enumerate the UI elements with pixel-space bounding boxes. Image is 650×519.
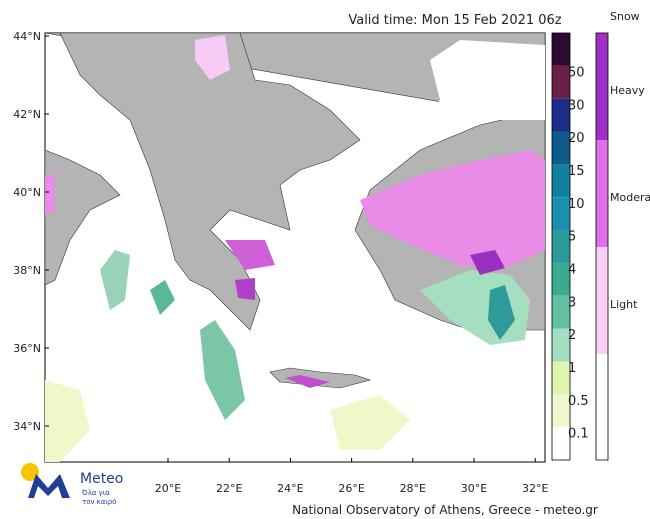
title: Valid time: Mon 15 Feb 2021 06z [348, 13, 561, 28]
lat-label: 44°N [13, 30, 41, 43]
rain-label: 10 [568, 197, 585, 212]
rain-segment [552, 164, 570, 198]
rain-segment [552, 328, 570, 362]
lat-label: 42°N [13, 108, 41, 121]
rain-segment [552, 361, 570, 395]
rain-label: 5 [568, 230, 576, 245]
lon-labels: 20°E 22°E 24°E 26°E 28°E 30°E 32°E [155, 458, 548, 495]
rain-segment [552, 33, 570, 66]
lon-label: 30°E [461, 482, 487, 495]
lon-label: 32°E [522, 482, 548, 495]
lon-label: 20°E [155, 482, 181, 495]
snow-bar-frame [595, 32, 609, 461]
rain-segment [552, 65, 570, 99]
snow-title: Snow [610, 10, 640, 23]
lon-label: 24°E [277, 482, 303, 495]
rain-segment [552, 230, 570, 263]
logo-sun [21, 463, 39, 481]
lon-label: 26°E [338, 482, 364, 495]
rain-scale: 50 30 20 15 10 5 4 3 2 1 0.5 0.1 [551, 32, 589, 461]
rain-segment [552, 197, 570, 231]
rain-bar-frame [551, 32, 571, 461]
rain-segment [552, 262, 570, 296]
rain-segment [552, 394, 570, 428]
rain-segment [552, 131, 570, 165]
rain-label: 2 [568, 328, 576, 343]
rain-label: 0.5 [568, 394, 589, 409]
lat-labels: 44°N 42°N 40°N 38°N 36°N 34°N [13, 30, 49, 433]
footer-credit: National Observatory of Athens, Greece -… [292, 503, 598, 517]
lat-label: 34°N [13, 420, 41, 433]
rain-label: 50 [568, 65, 585, 80]
rain-label: 4 [568, 262, 576, 277]
snow-light [596, 247, 608, 354]
snow-heavy [596, 33, 608, 140]
snow-label: Moderate [610, 191, 650, 204]
map-area: 44°N 42°N 40°N 38°N 36°N 34°N 20°E 22°E 24°E 26°… [13, 30, 548, 495]
rain-label: 15 [568, 164, 585, 179]
rain-label: 30 [568, 98, 585, 113]
lat-label: 40°N [13, 186, 41, 199]
logo-tagline: τον καιρό [82, 498, 116, 506]
rain-segment [552, 427, 570, 460]
logo-mark [28, 474, 70, 498]
rain-segment [552, 98, 570, 132]
logo-name: Meteo [80, 471, 123, 487]
snow-moderate [596, 140, 608, 247]
logo: Meteo Όλα για τον καιρό [21, 463, 123, 506]
rain-label: 20 [568, 131, 585, 146]
snow-label: Light [610, 298, 638, 311]
rain-label: 3 [568, 295, 576, 310]
snow-label: Heavy [610, 84, 645, 97]
lat-label: 36°N [13, 342, 41, 355]
lat-label: 38°N [13, 264, 41, 277]
rain-segment [552, 295, 570, 329]
lon-label: 28°E [400, 482, 426, 495]
rain-label: 1 [568, 361, 576, 376]
logo-tagline: Όλα για [81, 489, 110, 497]
rain-label: 0.1 [568, 427, 589, 442]
snow-scale: Snow Heavy Moderate Light [595, 10, 650, 461]
lon-label: 22°E [216, 482, 242, 495]
